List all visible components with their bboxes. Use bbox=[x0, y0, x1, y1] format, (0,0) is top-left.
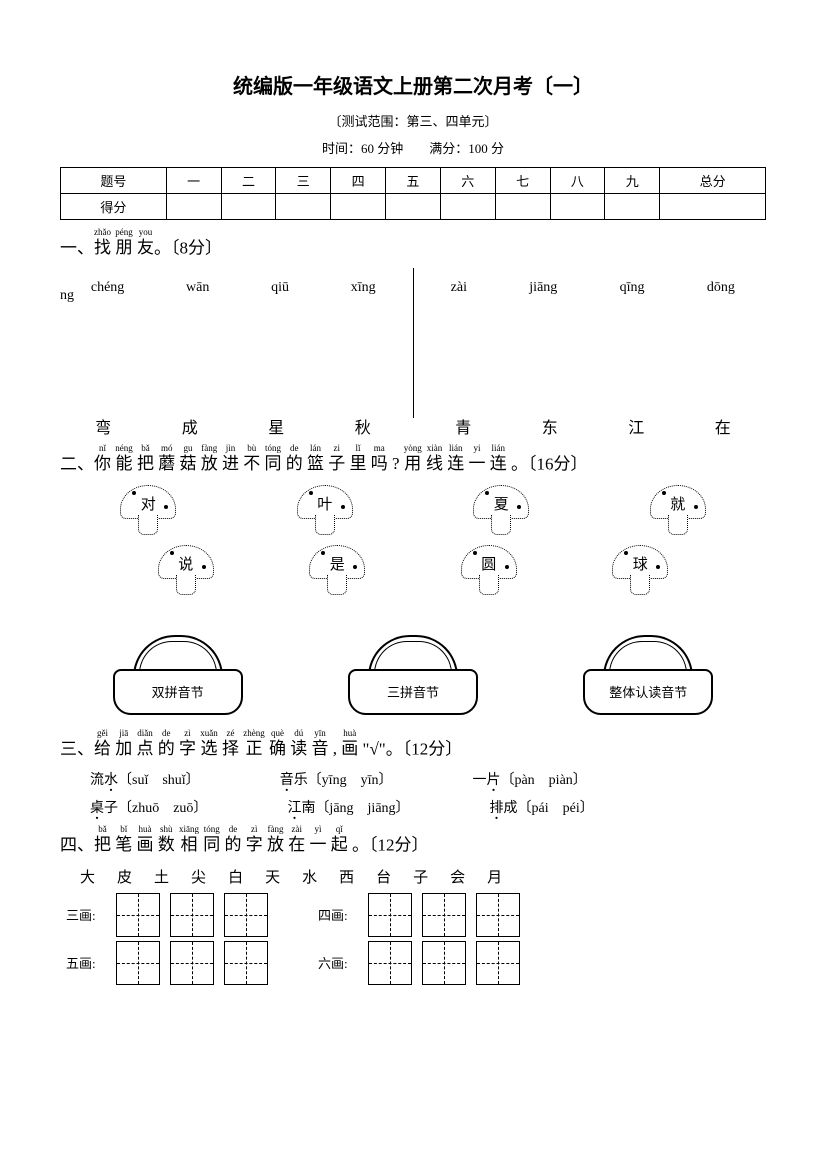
tian-box-icon bbox=[368, 941, 412, 985]
tian-box-icon bbox=[368, 893, 412, 937]
header-cell: 二 bbox=[221, 168, 276, 194]
header-cell: 题号 bbox=[61, 168, 167, 194]
basket-icon: 整体认读音节 bbox=[583, 635, 713, 715]
tian-box-icon bbox=[422, 893, 466, 937]
time-score: 时间：60 分钟 满分：100 分 bbox=[60, 138, 766, 157]
tian-box-icon bbox=[224, 941, 268, 985]
tian-box-icon bbox=[422, 941, 466, 985]
header-cell: 七 bbox=[495, 168, 550, 194]
basket-icon: 三拼音节 bbox=[348, 635, 478, 715]
subtitle: 〔测试范围：第三、四单元〕 bbox=[60, 111, 766, 130]
mushroom-icon: 夏 bbox=[473, 485, 529, 535]
mushroom-icon: 圆 bbox=[461, 545, 517, 595]
header-cell: 一 bbox=[166, 168, 221, 194]
table-row: 得分 bbox=[61, 194, 766, 220]
header-cell: 四 bbox=[331, 168, 386, 194]
tian-box-icon bbox=[170, 941, 214, 985]
q2-title: 二、nǐ你 néng能 bǎ把 mó蘑 gu菇 fàng放 jìn进 bù不 t… bbox=[60, 444, 766, 474]
mushroom-row-2: 说 是 圆 球 bbox=[60, 545, 766, 595]
header-cell: 五 bbox=[386, 168, 441, 194]
basket-icon: 双拼音节 bbox=[113, 635, 243, 715]
q1-left-pinyin: chéng wān qiū xīng bbox=[60, 280, 407, 296]
q3-item: 桌子〔zhuō zuō〕 bbox=[90, 797, 207, 817]
q1-right-pinyin: zài jiāng qīng dōng bbox=[420, 280, 767, 296]
q1-title: 一、zhǎo找 péng朋 you友。〔8分〕 bbox=[60, 228, 766, 258]
header-cell: 三 bbox=[276, 168, 331, 194]
tian-box-icon bbox=[224, 893, 268, 937]
q4-title: 四、bǎ把 bǐ笔 huà画 shù数 xiāng相 tóng同 de的 zì字… bbox=[60, 825, 766, 855]
mushroom-icon: 叶 bbox=[297, 485, 353, 535]
mushroom-icon: 说 bbox=[158, 545, 214, 595]
tian-box-icon bbox=[476, 893, 520, 937]
tian-box-icon bbox=[170, 893, 214, 937]
q3-item: 音乐〔yīng yīn〕 bbox=[280, 769, 393, 789]
q3-body: 流水〔suǐ shuǐ〕 音乐〔yīng yīn〕 一片〔pàn piàn〕桌子〔z… bbox=[60, 769, 766, 817]
table-row: 题号 一 二 三 四 五 六 七 八 九 总分 bbox=[61, 168, 766, 194]
q4-rows: 三画: 四画: 五画: 六画: bbox=[60, 893, 766, 985]
q3-item: 一片〔pàn piàn〕 bbox=[472, 769, 586, 789]
row-label: 得分 bbox=[61, 194, 167, 220]
q4-chars: 大皮土尖白天水西台子会月 bbox=[80, 866, 766, 887]
header-cell: 六 bbox=[440, 168, 495, 194]
header-cell: 九 bbox=[605, 168, 660, 194]
mushroom-icon: 就 bbox=[650, 485, 706, 535]
q3-item: 流水〔suǐ shuǐ〕 bbox=[90, 769, 200, 789]
tian-box-icon bbox=[476, 941, 520, 985]
header-cell: 总分 bbox=[660, 168, 766, 194]
mushroom-row-1: 对 叶 夏 就 bbox=[60, 485, 766, 535]
q3-item: 江南〔jāng jiāng〕 bbox=[287, 797, 409, 817]
basket-row: 双拼音节 三拼音节 整体认读音节 bbox=[60, 635, 766, 715]
mushroom-icon: 球 bbox=[612, 545, 668, 595]
q3-item: 排成〔pái péi〕 bbox=[490, 797, 594, 817]
tian-box-icon bbox=[116, 941, 160, 985]
mushroom-icon: 对 bbox=[120, 485, 176, 535]
q1-chars: 弯 成 星 秋 青 东 江 在 bbox=[60, 414, 766, 438]
mushroom-icon: 是 bbox=[309, 545, 365, 595]
q3-title: 三、gěi给 jiā加 diǎn点 de的 zì字 xuǎn选 zé择 zhèn… bbox=[60, 729, 766, 759]
header-cell: 八 bbox=[550, 168, 605, 194]
tian-box-icon bbox=[116, 893, 160, 937]
divider bbox=[413, 268, 414, 418]
q1-body: chéng wān qiū xīng zài jiāng qīng dōng bbox=[60, 268, 766, 418]
page-title: 统编版一年级语文上册第二次月考〔一〕 bbox=[60, 70, 766, 99]
score-table: 题号 一 二 三 四 五 六 七 八 九 总分 得分 bbox=[60, 167, 766, 220]
